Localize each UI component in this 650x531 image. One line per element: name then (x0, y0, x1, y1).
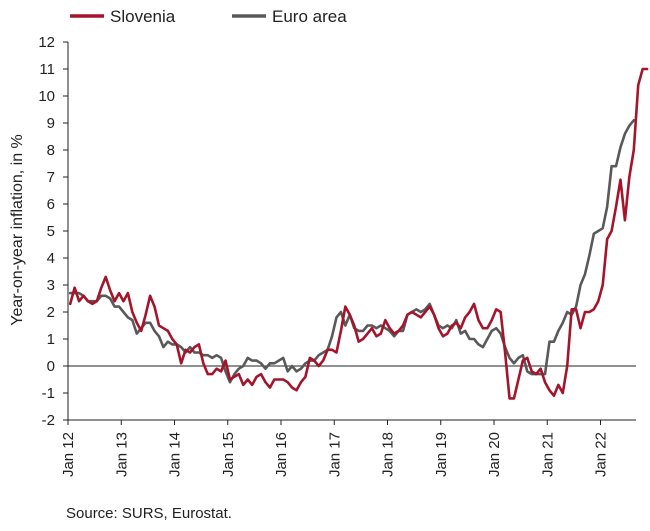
y-tick-label: 3 (47, 277, 55, 294)
y-tick-label: -1 (42, 385, 55, 402)
x-tick-label: Jan 14 (167, 432, 184, 477)
x-tick-label: Jan 16 (273, 432, 290, 477)
x-tick-label: Jan 12 (60, 432, 77, 477)
chart-legend: Slovenia Euro area (70, 7, 347, 26)
x-tick-label: Jan 17 (326, 432, 343, 477)
y-tick-label: 4 (47, 250, 55, 267)
y-tick-label: 2 (47, 304, 55, 321)
y-tick-label: 0 (47, 358, 55, 375)
x-tick-label: Jan 15 (220, 432, 237, 477)
y-tick-label: 8 (47, 142, 55, 159)
y-tick-label: 9 (47, 115, 55, 132)
y-tick-label: 12 (38, 34, 55, 51)
x-tick-label: Jan 22 (593, 432, 610, 477)
y-tick-label: 10 (38, 88, 55, 105)
y-tick-label: 5 (47, 223, 55, 240)
x-tick-label: Jan 21 (539, 432, 556, 477)
y-tick-label: 11 (39, 61, 55, 78)
y-axis-title: Year-on-year inflation, in % (9, 134, 26, 326)
x-tick-label: Jan 13 (113, 432, 130, 477)
y-tick-label: 6 (47, 196, 55, 213)
y-tick-label: 7 (47, 169, 55, 186)
chart-axes (67, 42, 636, 421)
y-tick-label: -2 (42, 412, 55, 429)
series-line-slovenia (68, 67, 649, 400)
legend-label-slovenia: Slovenia (110, 7, 176, 26)
x-tick-label: Jan 19 (433, 432, 450, 477)
legend-label-euro-area: Euro area (272, 7, 347, 26)
x-tick-label: Jan 20 (486, 432, 503, 477)
x-tick-label: Jan 18 (380, 432, 397, 477)
chart-series (68, 67, 649, 400)
series-line-euro-area (68, 119, 636, 384)
source-note: Source: SURS, Eurostat. (66, 505, 232, 522)
y-tick-label: 1 (47, 331, 55, 348)
